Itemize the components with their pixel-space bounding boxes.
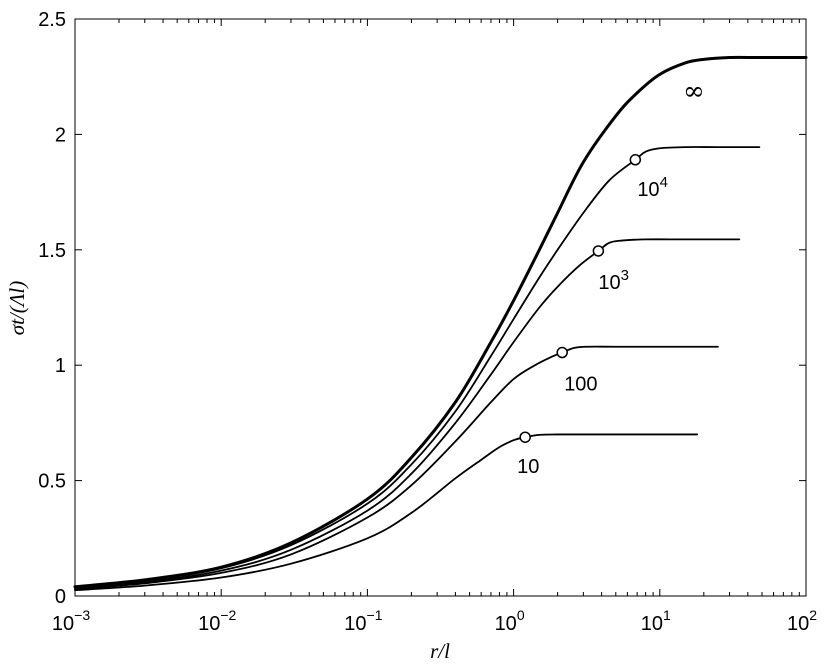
curves — [73, 55, 808, 592]
x-tick-exponent: −2 — [220, 607, 236, 623]
x-tick-label: 101 — [641, 607, 671, 635]
x-tick-label: 10−3 — [52, 607, 90, 635]
x-axis-title: r/l — [430, 639, 450, 663]
x-tick-label: 100 — [495, 607, 525, 635]
x-tick-label: 102 — [787, 607, 817, 635]
series-line — [74, 238, 741, 590]
y-tick-label: 0.5 — [38, 471, 66, 493]
x-tick-exponent: 0 — [517, 607, 525, 623]
y-tick-label: 2.5 — [38, 9, 66, 31]
x-tick-base: 10 — [52, 613, 74, 635]
series-label-base: 10 — [637, 179, 659, 201]
y-tick-label: 1 — [55, 355, 66, 377]
series-label: 10 — [517, 456, 539, 478]
series-marker — [519, 431, 531, 443]
x-tick-base: 10 — [787, 613, 809, 635]
x-tick-label: 10−2 — [198, 607, 236, 635]
x-tick-label: 10−1 — [344, 607, 382, 635]
series-label: 104 — [637, 174, 668, 201]
x-tick-exponent: −1 — [367, 607, 383, 623]
y-tick-label: 2 — [55, 124, 66, 146]
x-tick-exponent: 1 — [663, 607, 671, 623]
x-tick-base: 10 — [495, 613, 517, 635]
series-label-exponent: 3 — [621, 267, 629, 284]
series-line — [74, 146, 761, 589]
series-line — [73, 55, 808, 589]
y-tick-label: 1.5 — [38, 240, 66, 262]
series-marker — [556, 346, 568, 359]
markers — [519, 154, 642, 443]
series-line — [74, 433, 699, 592]
x-tick-exponent: −3 — [74, 607, 90, 623]
series-label-exponent: 4 — [660, 174, 668, 191]
series-label: ∞ — [683, 77, 705, 107]
y-tick-label: 0 — [55, 586, 66, 608]
series-label-base: 10 — [598, 272, 620, 294]
x-tick-base: 10 — [198, 613, 220, 635]
y-axis-title: σt/(Λl) — [5, 281, 29, 336]
series-label: 103 — [598, 267, 629, 294]
x-tick-exponent: 2 — [809, 607, 817, 623]
series-marker — [629, 154, 642, 166]
series-label: 100 — [564, 374, 597, 396]
plot-area — [74, 18, 807, 597]
x-tick-base: 10 — [344, 613, 366, 635]
series-line — [74, 345, 719, 590]
x-tick-base: 10 — [641, 613, 663, 635]
series-marker — [592, 245, 605, 257]
